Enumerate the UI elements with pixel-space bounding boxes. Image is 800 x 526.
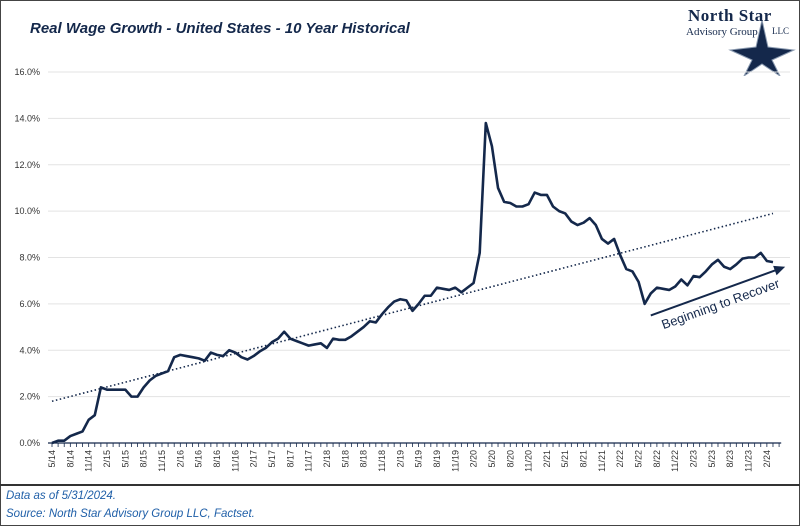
x-tick-label: 11/17 [304, 450, 314, 472]
x-tick-label: 5/16 [194, 450, 204, 468]
x-tick-label: 8/21 [579, 450, 589, 468]
x-tick-label: 8/15 [139, 450, 149, 468]
annotation-arrow [650, 268, 780, 317]
x-tick-label: 2/20 [469, 450, 479, 468]
x-tick-label: 2/18 [322, 450, 332, 468]
x-tick-label: 11/14 [84, 450, 94, 472]
x-tick-label: 2/24 [762, 450, 772, 468]
x-tick-label: 11/22 [670, 450, 680, 472]
x-tick-label: 5/21 [560, 450, 570, 468]
y-tick-label: 10.0% [14, 206, 40, 216]
x-tick-label: 5/23 [707, 450, 717, 468]
x-tick-label: 8/14 [65, 450, 75, 468]
series-line [51, 121, 774, 445]
x-tick-label: 8/23 [725, 450, 735, 468]
footer-divider [0, 484, 800, 486]
y-tick-label: 2.0% [19, 392, 40, 402]
x-tick-label: 5/22 [634, 450, 644, 468]
logo-suffix: LLC [772, 26, 789, 36]
x-tick-label: 2/21 [542, 450, 552, 468]
x-tick-label: 2/19 [395, 450, 405, 468]
x-tick-label: 8/22 [652, 450, 662, 468]
x-tick-label: 2/15 [102, 450, 112, 468]
trendline [51, 212, 774, 403]
x-tick-label: 8/19 [432, 450, 442, 468]
x-tick-label: 11/18 [377, 450, 387, 472]
x-tick-label: 11/19 [450, 450, 460, 472]
x-tick-label: 5/19 [414, 450, 424, 468]
x-tick-label: 2/22 [615, 450, 625, 468]
star-icon [728, 19, 796, 76]
x-tick-label: 2/17 [249, 450, 259, 468]
x-tick-label: 5/14 [47, 450, 57, 468]
y-tick-label: 8.0% [19, 253, 40, 263]
x-tick-label: 11/16 [230, 450, 240, 472]
y-tick-label: 4.0% [19, 345, 40, 355]
x-tick-label: 11/23 [744, 450, 754, 472]
y-tick-label: 0.0% [19, 438, 40, 448]
y-tick-label: 14.0% [14, 113, 40, 123]
chart-title: Real Wage Growth - United States - 10 Ye… [30, 20, 410, 37]
data-date-note: Data as of 5/31/2024. [6, 490, 116, 502]
x-tick-label: 11/21 [597, 450, 607, 472]
x-tick-label: 8/20 [505, 450, 515, 468]
x-tick-label: 5/17 [267, 450, 277, 468]
line-chart: 0.0% 2.0% 4.0% 6.0% 8.0% 10.0% 12.0% 14.0% 16.0%… [14, 67, 790, 472]
y-tick-label: 12.0% [14, 160, 40, 170]
logo-subtitle: Advisory Group [686, 26, 758, 38]
x-tick-label: 11/20 [524, 450, 534, 472]
source-note: Source: North Star Advisory Group LLC, F… [6, 508, 255, 520]
logo-name: North Star [688, 6, 772, 25]
logo: North Star Advisory Group LLC [680, 2, 798, 76]
x-tick-label: 8/17 [285, 450, 295, 468]
y-tick-label: 6.0% [19, 299, 40, 309]
x-tick-label: 8/18 [359, 450, 369, 468]
x-tick-label: 8/16 [212, 450, 222, 468]
y-tick-label: 16.0% [14, 67, 40, 77]
x-tick-label: 2/16 [175, 450, 185, 468]
x-tick-label: 2/23 [689, 450, 699, 468]
x-tick-label: 11/15 [157, 450, 167, 472]
x-tick-label: 5/15 [120, 450, 130, 468]
x-tick-label: 5/18 [340, 450, 350, 468]
arrowhead-icon [773, 265, 786, 276]
x-tick-label: 5/20 [487, 450, 497, 468]
